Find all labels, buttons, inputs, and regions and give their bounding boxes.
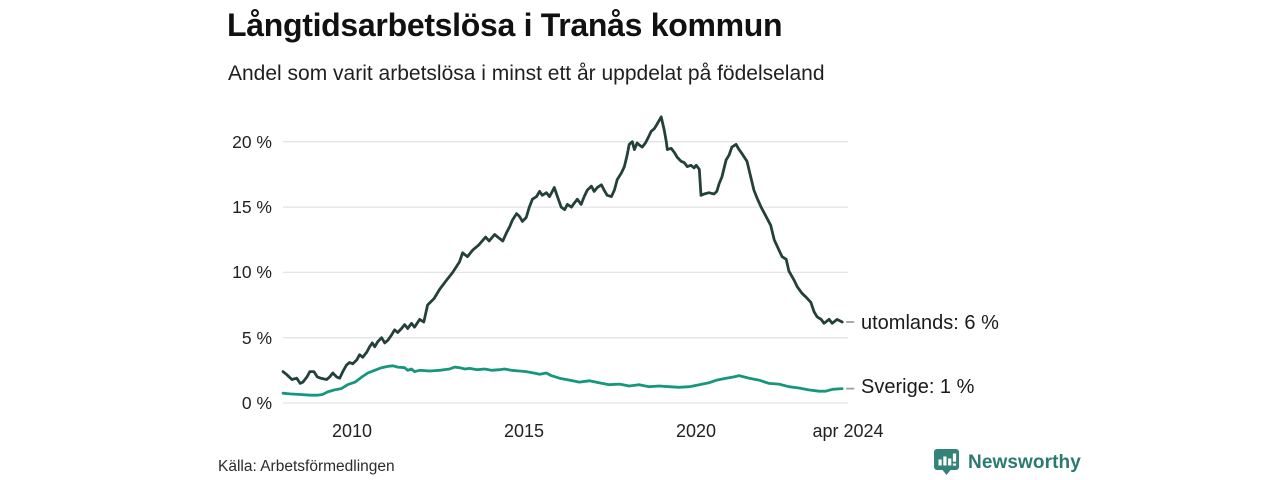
chart-subtitle: Andel som varit arbetslösa i minst ett å… <box>228 62 825 85</box>
series-line-sverige <box>281 364 844 397</box>
newsworthy-wordmark: Newsworthy <box>968 451 1081 473</box>
series-label-sverige: Sverige: 1 % <box>861 376 975 398</box>
x-tick-label-apr2024: apr 2024 <box>812 421 884 441</box>
newsworthy-brand: Newsworthy <box>933 448 1081 477</box>
y-tick-label-20: 20 % <box>232 132 272 152</box>
source-note: Källa: Arbetsförmedlingen <box>218 458 395 475</box>
series-line-utomlands <box>281 115 844 385</box>
x-tick-label-2020: 2020 <box>675 421 717 441</box>
newsworthy-chart-bubble-icon <box>934 449 959 475</box>
x-tick-label-2015: 2015 <box>503 421 545 441</box>
chart-title: Långtidsarbetslösa i Tranås kommun <box>227 7 783 43</box>
y-tick-label-5: 5 % <box>241 328 272 348</box>
y-tick-label-10: 10 % <box>232 262 272 282</box>
y-tick-label-0: 0 % <box>241 393 272 413</box>
x-tick-label-2010: 2010 <box>331 421 373 441</box>
y-tick-label-15: 15 % <box>232 197 272 217</box>
series-label-utomlands: utomlands: 6 % <box>861 312 999 334</box>
